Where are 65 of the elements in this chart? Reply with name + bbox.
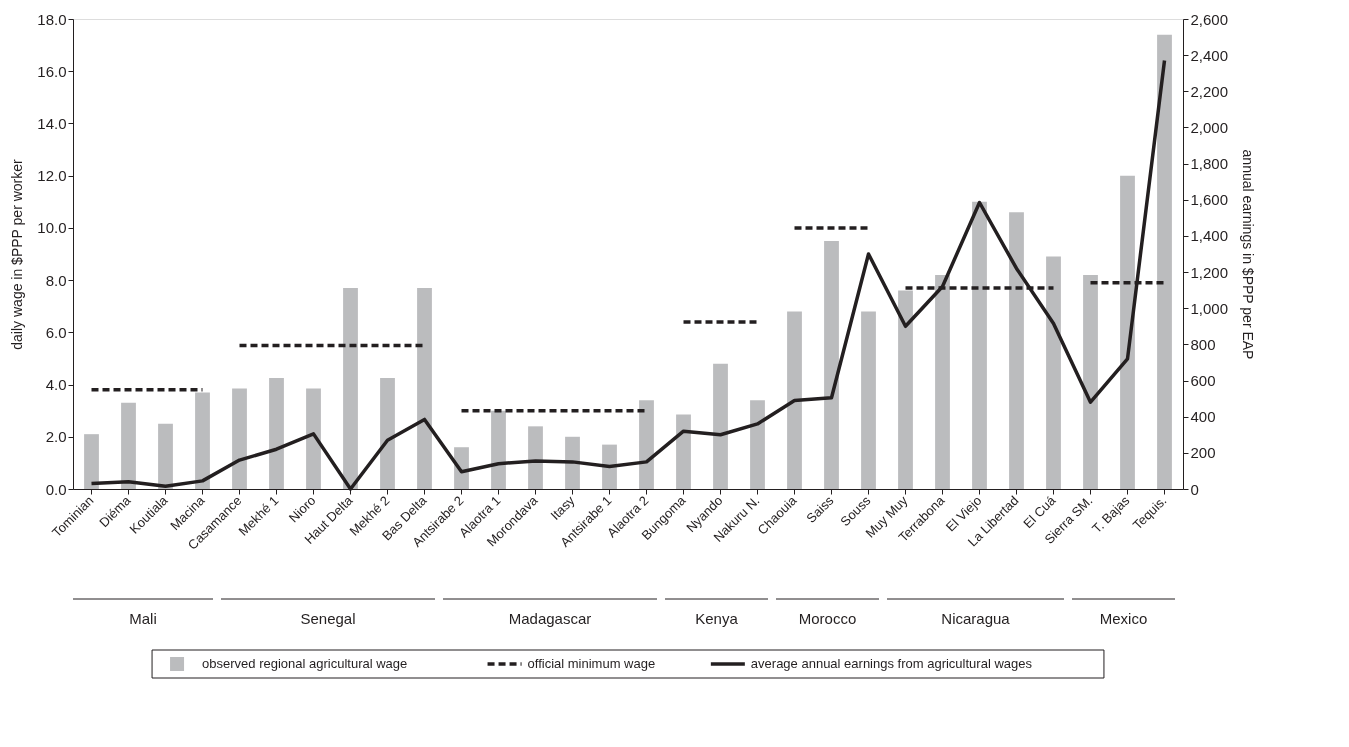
bar xyxy=(491,410,506,489)
y2-tick-label: 1,800 xyxy=(1190,155,1229,173)
y-tick-label: 8.0 xyxy=(45,271,67,289)
y2-tick-label: 1,600 xyxy=(1190,191,1229,209)
y-tick-label: 12.0 xyxy=(37,167,67,185)
bar xyxy=(343,287,358,489)
bar xyxy=(824,240,839,489)
y2-tick-label: 200 xyxy=(1190,444,1216,462)
y2-tick-label: 1,200 xyxy=(1190,263,1229,281)
text: Morocco xyxy=(798,610,857,627)
bar xyxy=(861,311,876,489)
text: Mali xyxy=(129,610,157,627)
y2-tick-label: 0 xyxy=(1190,480,1199,498)
bar xyxy=(380,378,395,489)
y2-tick-label: 2,200 xyxy=(1190,82,1229,100)
text: Nicaragua xyxy=(941,610,1011,627)
y2-tick-label: 1,000 xyxy=(1190,299,1229,317)
bar xyxy=(1083,274,1098,489)
bar xyxy=(232,388,247,489)
y2-tick-label: 800 xyxy=(1190,335,1216,353)
legend-label: observed regional agricultural wage xyxy=(202,656,408,671)
y-tick-label: 0.0 xyxy=(45,480,67,498)
y2-tick-label: 600 xyxy=(1190,372,1216,390)
bar xyxy=(195,392,210,489)
y-tick-label: 16.0 xyxy=(37,62,67,80)
y2-tick-label: 400 xyxy=(1190,408,1216,426)
text: Kenya xyxy=(695,610,739,627)
y2-tick-label: 2,400 xyxy=(1190,46,1229,64)
bar xyxy=(787,311,802,489)
bar xyxy=(602,444,617,489)
bar xyxy=(158,423,173,489)
bar xyxy=(417,287,432,489)
y-tick-label: 14.0 xyxy=(37,114,67,132)
bar xyxy=(121,402,136,489)
bar xyxy=(1120,175,1135,489)
y2-axis-title: annual earnings in $PPP per EAP xyxy=(1240,149,1257,360)
bar xyxy=(565,436,580,489)
bar xyxy=(676,414,691,489)
bar xyxy=(1046,256,1061,489)
bar xyxy=(750,400,765,489)
bar xyxy=(972,201,987,489)
legend-label: average annual earnings from agricultural wages xyxy=(750,656,1033,671)
bar xyxy=(935,274,950,489)
y-tick-label: 18.0 xyxy=(37,10,67,28)
bar xyxy=(898,290,913,489)
bar xyxy=(269,378,284,489)
y-tick-label: 10.0 xyxy=(37,219,67,237)
text: Madagascar xyxy=(508,610,592,627)
y2-tick-label: 1,400 xyxy=(1190,227,1229,245)
y2-tick-label: 2,600 xyxy=(1190,10,1229,28)
y2-tick-label: 2,000 xyxy=(1190,118,1229,136)
bar xyxy=(306,388,321,489)
y-tick-label: 2.0 xyxy=(45,428,67,446)
bar xyxy=(528,426,543,489)
bar xyxy=(1157,34,1172,489)
text: Mexico xyxy=(1099,610,1148,627)
text: Senegal xyxy=(300,610,356,627)
legend-label: official minimum wage xyxy=(527,656,656,671)
y-tick-label: 4.0 xyxy=(45,376,67,394)
bar xyxy=(713,363,728,489)
y-tick-label: 6.0 xyxy=(45,323,67,341)
bar xyxy=(84,434,99,489)
bar xyxy=(1009,212,1024,489)
y-axis-title: daily wage in $PPP per worker xyxy=(9,158,26,350)
bar xyxy=(639,400,654,489)
